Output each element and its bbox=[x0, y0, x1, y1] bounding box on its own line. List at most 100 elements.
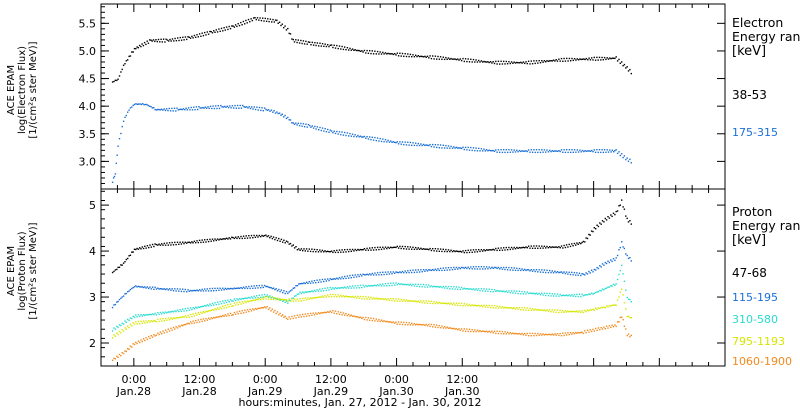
data-point bbox=[330, 288, 333, 290]
data-point bbox=[496, 151, 498, 153]
data-point bbox=[129, 345, 132, 347]
data-point bbox=[372, 274, 375, 276]
data-point bbox=[497, 266, 500, 269]
data-point bbox=[513, 149, 515, 151]
data-point bbox=[462, 330, 464, 332]
data-point bbox=[576, 272, 578, 274]
data-point bbox=[296, 249, 299, 251]
data-point bbox=[117, 333, 119, 336]
data-point bbox=[538, 334, 540, 336]
data-point bbox=[210, 31, 212, 33]
data-point bbox=[216, 316, 219, 318]
data-point bbox=[244, 309, 246, 311]
data-point bbox=[418, 248, 421, 250]
data-point bbox=[366, 298, 368, 300]
data-point bbox=[559, 271, 561, 273]
data-point bbox=[454, 328, 456, 330]
data-point bbox=[228, 237, 230, 239]
data-point bbox=[605, 305, 608, 307]
data-point bbox=[512, 248, 514, 250]
data-point bbox=[276, 111, 278, 113]
data-point bbox=[555, 271, 557, 274]
data-point bbox=[193, 322, 196, 324]
data-point bbox=[328, 45, 330, 48]
data-point bbox=[367, 249, 370, 251]
data-point bbox=[552, 59, 555, 61]
data-point bbox=[321, 43, 324, 45]
data-point bbox=[152, 39, 155, 41]
data-point bbox=[525, 61, 527, 63]
data-point bbox=[319, 126, 321, 129]
data-point bbox=[541, 309, 543, 311]
data-point bbox=[198, 321, 201, 323]
data-point bbox=[482, 290, 484, 292]
data-point bbox=[154, 40, 156, 43]
data-point bbox=[279, 299, 281, 301]
data-point bbox=[300, 39, 302, 42]
data-point bbox=[412, 324, 414, 326]
data-point bbox=[392, 246, 394, 249]
data-point bbox=[176, 288, 179, 290]
data-point bbox=[503, 290, 505, 292]
data-point bbox=[547, 333, 550, 336]
data-point bbox=[521, 268, 523, 270]
data-point bbox=[495, 266, 497, 269]
data-point bbox=[195, 106, 198, 108]
data-point bbox=[376, 284, 379, 286]
data-point bbox=[317, 251, 320, 253]
data-point bbox=[259, 17, 261, 19]
data-point bbox=[243, 106, 245, 108]
data-point bbox=[186, 242, 188, 244]
data-point bbox=[537, 62, 539, 64]
data-point bbox=[204, 288, 206, 290]
data-point bbox=[474, 289, 476, 291]
data-point bbox=[288, 299, 290, 302]
data-point bbox=[223, 302, 225, 304]
data-point bbox=[593, 330, 595, 332]
data-point bbox=[455, 286, 458, 288]
data-point bbox=[122, 64, 125, 66]
data-point bbox=[542, 271, 544, 273]
data-point bbox=[529, 247, 531, 249]
data-point bbox=[623, 325, 626, 327]
data-point bbox=[596, 329, 598, 332]
data-point bbox=[608, 217, 611, 219]
data-point bbox=[291, 315, 293, 318]
data-point bbox=[472, 147, 475, 149]
data-point bbox=[328, 311, 330, 313]
data-point bbox=[517, 247, 519, 249]
data-point bbox=[330, 250, 333, 252]
data-point bbox=[214, 238, 216, 240]
data-point bbox=[132, 104, 134, 107]
data-point bbox=[321, 249, 324, 252]
data-point bbox=[150, 288, 152, 290]
data-point bbox=[172, 290, 175, 292]
data-point bbox=[140, 320, 142, 322]
data-point bbox=[491, 288, 493, 291]
data-point bbox=[342, 277, 345, 280]
data-point bbox=[222, 314, 224, 317]
data-point bbox=[608, 286, 611, 288]
data-point bbox=[420, 323, 422, 326]
data-point bbox=[551, 333, 553, 335]
data-point bbox=[292, 297, 294, 299]
data-point bbox=[218, 289, 220, 291]
data-point bbox=[383, 298, 385, 301]
data-point bbox=[151, 40, 153, 42]
data-point bbox=[184, 315, 186, 317]
data-point bbox=[395, 298, 397, 300]
data-point bbox=[527, 245, 530, 247]
data-point bbox=[464, 266, 467, 269]
data-point bbox=[581, 310, 583, 312]
data-point bbox=[145, 43, 147, 46]
data-point bbox=[543, 269, 546, 271]
data-point bbox=[164, 109, 167, 112]
data-point bbox=[472, 58, 475, 61]
data-point bbox=[148, 335, 150, 338]
data-point bbox=[383, 285, 385, 287]
data-point bbox=[626, 254, 628, 257]
data-point bbox=[224, 304, 226, 307]
electron-ytick-label: 5.5 bbox=[79, 17, 97, 30]
data-point bbox=[549, 292, 551, 295]
data-point bbox=[426, 286, 429, 288]
